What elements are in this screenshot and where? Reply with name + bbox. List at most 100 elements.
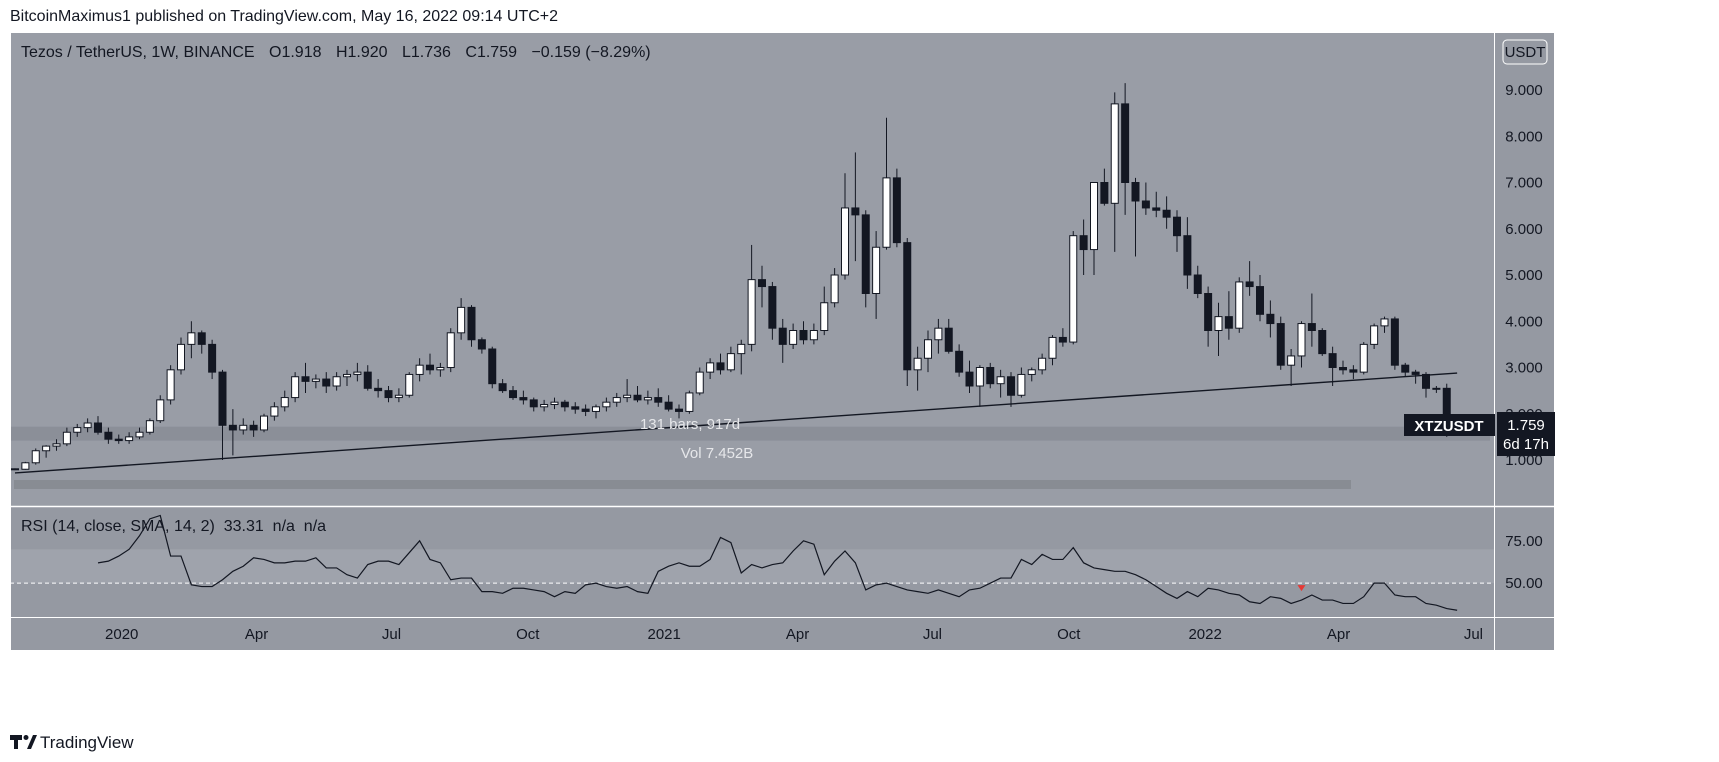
candle[interactable]	[11, 468, 19, 471]
candle[interactable]	[311, 374, 320, 389]
candle[interactable]	[1193, 265, 1202, 299]
candle[interactable]	[1380, 316, 1389, 333]
candle[interactable]	[1318, 328, 1327, 356]
candle[interactable]	[301, 362, 310, 393]
candle[interactable]	[52, 439, 61, 451]
candle[interactable]	[1069, 231, 1078, 345]
price-pane[interactable]	[10, 32, 1494, 506]
candle[interactable]	[21, 461, 30, 470]
candle[interactable]	[1370, 323, 1379, 349]
candle[interactable]	[695, 367, 704, 396]
candle[interactable]	[1307, 293, 1316, 347]
candle[interactable]	[187, 321, 196, 359]
candle[interactable]	[280, 390, 289, 412]
rsi-pane[interactable]	[10, 507, 1494, 617]
candle[interactable]	[955, 344, 964, 377]
ascending-trendline[interactable]	[14, 372, 1458, 474]
candle[interactable]	[778, 318, 787, 363]
candle[interactable]	[975, 365, 984, 407]
candles-layer[interactable]	[11, 83, 1462, 471]
candle[interactable]	[1079, 219, 1088, 276]
candle[interactable]	[73, 423, 82, 437]
candle[interactable]	[675, 404, 683, 419]
candle[interactable]	[1287, 349, 1296, 386]
candle[interactable]	[249, 420, 258, 437]
candle[interactable]	[477, 337, 486, 354]
candle[interactable]	[789, 323, 798, 349]
candle[interactable]	[592, 404, 600, 419]
candle[interactable]	[996, 369, 1005, 398]
candle[interactable]	[581, 404, 590, 417]
candle[interactable]	[986, 362, 995, 389]
candle[interactable]	[457, 298, 466, 340]
currency-badge[interactable]	[1502, 39, 1548, 65]
candle[interactable]	[42, 445, 51, 458]
candle[interactable]	[446, 328, 455, 373]
candle[interactable]	[1339, 360, 1347, 375]
candle[interactable]	[1017, 367, 1026, 398]
candle[interactable]	[436, 362, 445, 377]
candle[interactable]	[550, 397, 559, 410]
candle[interactable]	[1411, 369, 1420, 384]
candle[interactable]	[965, 360, 974, 393]
candle[interactable]	[405, 372, 414, 398]
candle[interactable]	[1110, 92, 1119, 252]
candle[interactable]	[1266, 300, 1275, 338]
candle[interactable]	[1204, 286, 1213, 347]
candle[interactable]	[125, 432, 134, 444]
candle[interactable]	[809, 323, 818, 345]
candle[interactable]	[1214, 302, 1223, 356]
candle[interactable]	[872, 231, 881, 319]
candle[interactable]	[1235, 277, 1244, 333]
candle[interactable]	[260, 413, 268, 433]
candle[interactable]	[1245, 261, 1254, 296]
candle[interactable]	[135, 427, 144, 440]
candle[interactable]	[177, 337, 185, 375]
candle[interactable]	[612, 392, 621, 407]
candle[interactable]	[1141, 182, 1150, 215]
candle[interactable]	[1349, 365, 1358, 380]
candle[interactable]	[228, 409, 237, 456]
candle[interactable]	[758, 265, 766, 308]
candle[interactable]	[114, 434, 123, 444]
candle[interactable]	[540, 399, 549, 412]
candle[interactable]	[706, 358, 715, 380]
candle[interactable]	[332, 372, 341, 391]
candle[interactable]	[602, 397, 611, 412]
candle[interactable]	[1007, 372, 1015, 407]
candle[interactable]	[1401, 362, 1410, 377]
candle[interactable]	[1422, 372, 1430, 398]
candle[interactable]	[841, 173, 849, 280]
candle[interactable]	[384, 386, 393, 403]
candle[interactable]	[31, 448, 40, 465]
candle[interactable]	[166, 365, 175, 405]
candle[interactable]	[1297, 321, 1306, 368]
candle[interactable]	[560, 399, 569, 412]
candle[interactable]	[529, 397, 538, 412]
candle[interactable]	[1162, 196, 1171, 229]
candle[interactable]	[830, 268, 839, 308]
candle[interactable]	[1152, 191, 1161, 218]
candle[interactable]	[1058, 328, 1067, 347]
candle[interactable]	[851, 152, 860, 262]
candle[interactable]	[394, 388, 403, 403]
candle[interactable]	[716, 353, 725, 375]
candle[interactable]	[633, 386, 642, 403]
brand-footer[interactable]: TradingView	[10, 733, 134, 752]
candle[interactable]	[83, 418, 92, 433]
candle[interactable]	[353, 362, 362, 382]
candle[interactable]	[488, 346, 497, 389]
candle[interactable]	[1131, 177, 1140, 257]
candle[interactable]	[726, 346, 735, 373]
candle[interactable]	[415, 358, 424, 382]
candle[interactable]	[1390, 316, 1399, 370]
candle[interactable]	[509, 386, 517, 400]
candle[interactable]	[747, 244, 756, 352]
candle[interactable]	[519, 390, 528, 405]
candle[interactable]	[571, 402, 580, 414]
candle[interactable]	[664, 395, 673, 412]
candle[interactable]	[768, 281, 777, 340]
candle[interactable]	[94, 416, 102, 435]
candle[interactable]	[820, 286, 829, 336]
